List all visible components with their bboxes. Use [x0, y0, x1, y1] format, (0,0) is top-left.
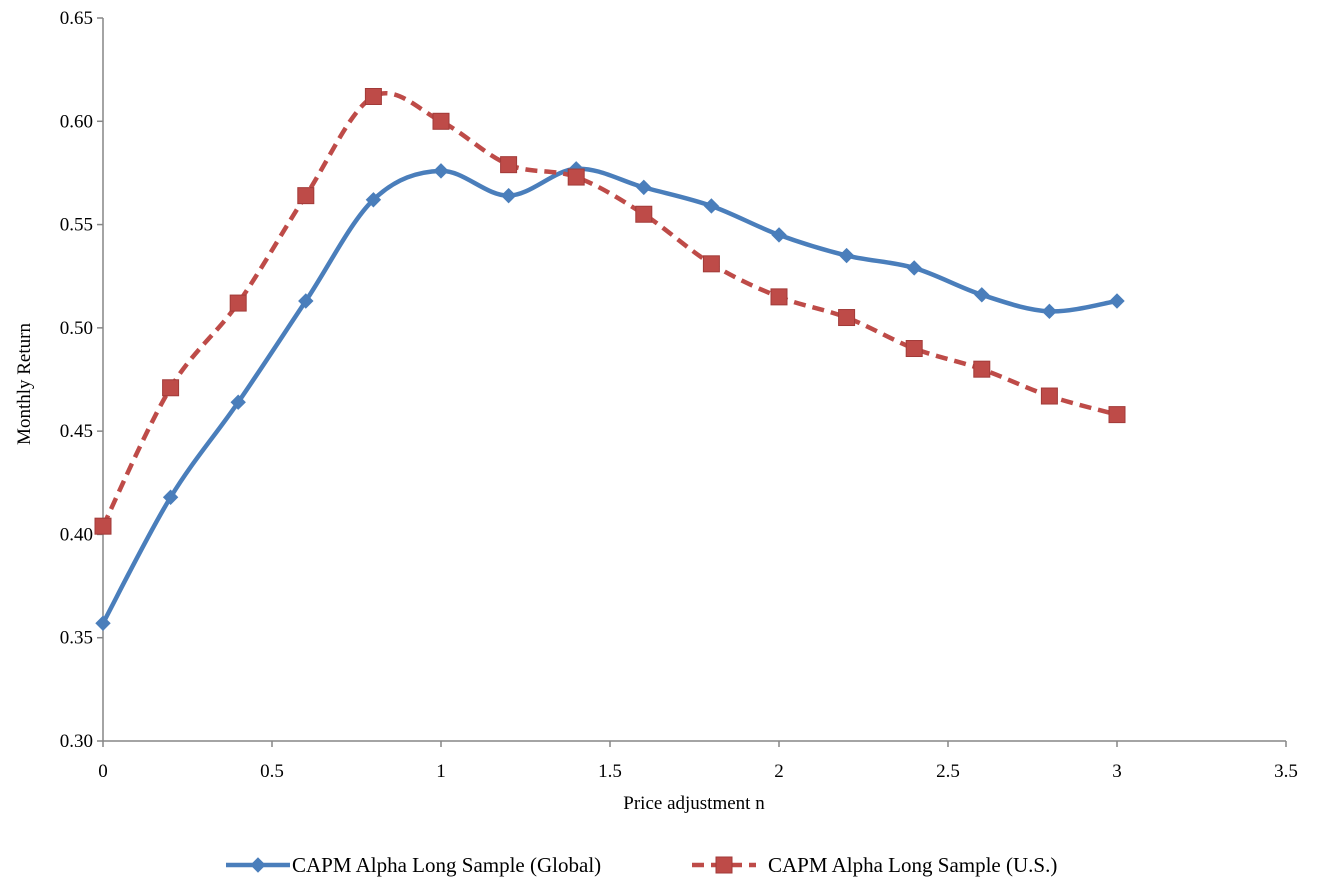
data-point: [162, 379, 180, 397]
x-tick-label: 3.5: [1274, 761, 1298, 782]
data-point: [702, 255, 720, 273]
data-point: [1041, 303, 1058, 320]
legend-label: CAPM Alpha Long Sample (Global): [292, 853, 601, 877]
legend-item: CAPM Alpha Long Sample (U.S.): [692, 853, 1057, 877]
legend-label: CAPM Alpha Long Sample (U.S.): [768, 853, 1057, 877]
series-line: [101, 166, 1118, 625]
legend-marker: [250, 857, 266, 873]
series-global: [95, 161, 1125, 631]
legend: CAPM Alpha Long Sample (Global) CAPM Alph…: [226, 853, 1057, 877]
x-tick-label: 0.5: [260, 761, 284, 782]
x-tick-label: 1.5: [598, 761, 622, 782]
data-point: [770, 288, 788, 306]
data-point: [974, 287, 990, 303]
x-tick-label: 1: [436, 761, 446, 782]
data-point: [432, 112, 450, 130]
data-point: [771, 227, 787, 243]
y-axis-title: Monthly Return: [14, 323, 35, 445]
x-axis-title: Price adjustment n: [623, 793, 765, 814]
data-point: [635, 205, 653, 223]
y-tick-label: 0.50: [60, 318, 93, 339]
data-point: [1040, 387, 1058, 405]
data-point: [297, 187, 315, 205]
data-point: [1109, 293, 1125, 309]
data-point: [500, 187, 517, 204]
y-tick-label: 0.45: [60, 421, 93, 442]
data-point: [229, 294, 247, 312]
axes: [102, 18, 1286, 742]
data-point: [703, 198, 720, 214]
y-tick-label: 0.55: [60, 215, 93, 236]
data-point: [838, 247, 855, 264]
ticks: 0.30 0.35 0.40 0.45 0.50 0.55 0.60 0.65 0 0.5 1 1.5…: [60, 8, 1298, 782]
data-point: [838, 309, 856, 327]
data-point: [162, 489, 179, 505]
y-tick-label: 0.35: [60, 628, 93, 649]
y-tick-label: 0.30: [60, 731, 93, 752]
y-tick-label: 0.60: [60, 111, 93, 132]
data-point: [567, 168, 585, 186]
data-point: [230, 394, 246, 410]
x-tick-label: 2: [774, 761, 784, 782]
data-point: [1108, 406, 1126, 424]
series-line: [100, 90, 1118, 528]
x-tick-label: 2.5: [936, 761, 960, 782]
data-point: [95, 615, 111, 631]
data-point: [973, 360, 991, 378]
data-point: [298, 293, 314, 309]
data-point: [906, 260, 922, 276]
series: [94, 87, 1126, 631]
x-tick-label: 3: [1112, 761, 1122, 782]
legend-item: CAPM Alpha Long Sample (Global): [226, 853, 601, 877]
series-us: [94, 87, 1126, 535]
data-point: [365, 192, 382, 208]
data-point: [500, 156, 518, 174]
y-tick-label: 0.65: [60, 8, 93, 29]
x-tick-label: 0: [98, 761, 108, 782]
legend-marker: [715, 856, 733, 874]
data-point: [364, 87, 382, 105]
data-point: [433, 163, 449, 179]
data-point: [94, 517, 112, 535]
data-point: [905, 340, 923, 358]
y-tick-label: 0.40: [60, 524, 93, 545]
data-point: [636, 179, 652, 196]
